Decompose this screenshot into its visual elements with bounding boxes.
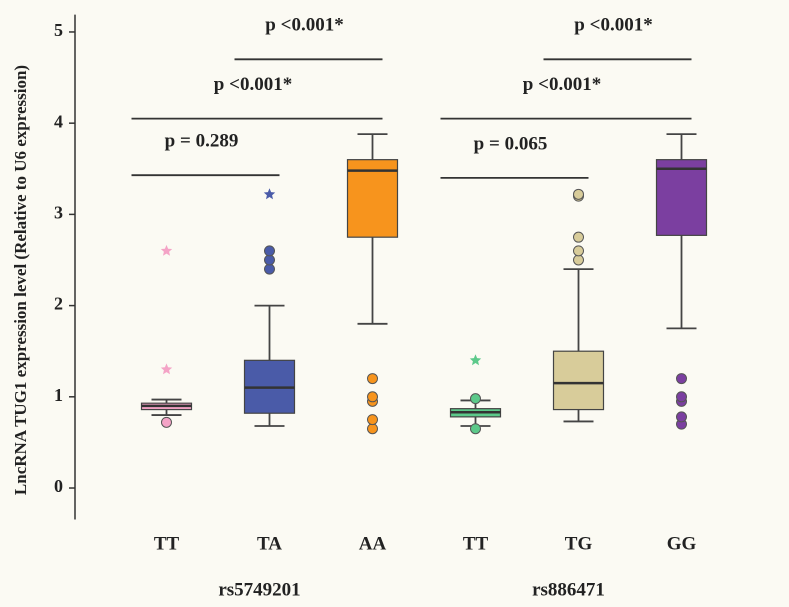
x-tick-label: TT: [154, 533, 180, 554]
y-tick-label: 5: [54, 20, 63, 40]
outlier: [470, 423, 481, 435]
comparison-label: p = 0.289: [165, 131, 239, 152]
y-tick-label: 2: [54, 294, 63, 314]
box: [655, 159, 708, 236]
comparison-label: p <0.001*: [574, 15, 652, 36]
extreme-outlier: [160, 244, 173, 256]
outlier: [470, 393, 481, 405]
comparison-label: p <0.001*: [265, 15, 343, 36]
group-label: rs886471: [532, 579, 605, 600]
outlier: [573, 188, 584, 200]
outlier: [573, 254, 584, 266]
box: [552, 350, 605, 411]
y-tick-label: 1: [54, 385, 63, 405]
comparison-label: p = 0.065: [474, 133, 548, 154]
y-tick-label: 4: [54, 111, 63, 131]
y-axis-label: LncRNA TUG1 expression level (Relative t…: [11, 65, 30, 495]
outlier: [676, 391, 687, 403]
y-tick-label: 3: [54, 203, 63, 223]
x-tick-label: TA: [257, 533, 282, 554]
outlier: [264, 254, 275, 266]
outlier: [367, 414, 378, 426]
outlier: [264, 263, 275, 275]
y-tick-label: 0: [54, 476, 63, 496]
comparison-label: p <0.001*: [523, 74, 601, 95]
outlier: [161, 416, 172, 428]
extreme-outlier: [160, 363, 173, 375]
x-tick-label: TG: [565, 533, 593, 554]
extreme-outlier: [263, 188, 276, 200]
box: [346, 159, 399, 238]
x-tick-label: GG: [667, 533, 697, 554]
outlier: [573, 245, 584, 257]
x-tick-label: AA: [359, 533, 387, 554]
comparison-label: p <0.001*: [214, 74, 292, 95]
outlier: [367, 423, 378, 435]
outlier: [573, 231, 584, 243]
outlier: [367, 391, 378, 403]
outlier: [676, 411, 687, 423]
outlier: [676, 373, 687, 385]
extreme-outlier: [469, 354, 482, 366]
outlier: [264, 245, 275, 257]
group-label: rs5749201: [218, 579, 300, 600]
x-tick-label: TT: [463, 533, 489, 554]
outlier: [367, 373, 378, 385]
